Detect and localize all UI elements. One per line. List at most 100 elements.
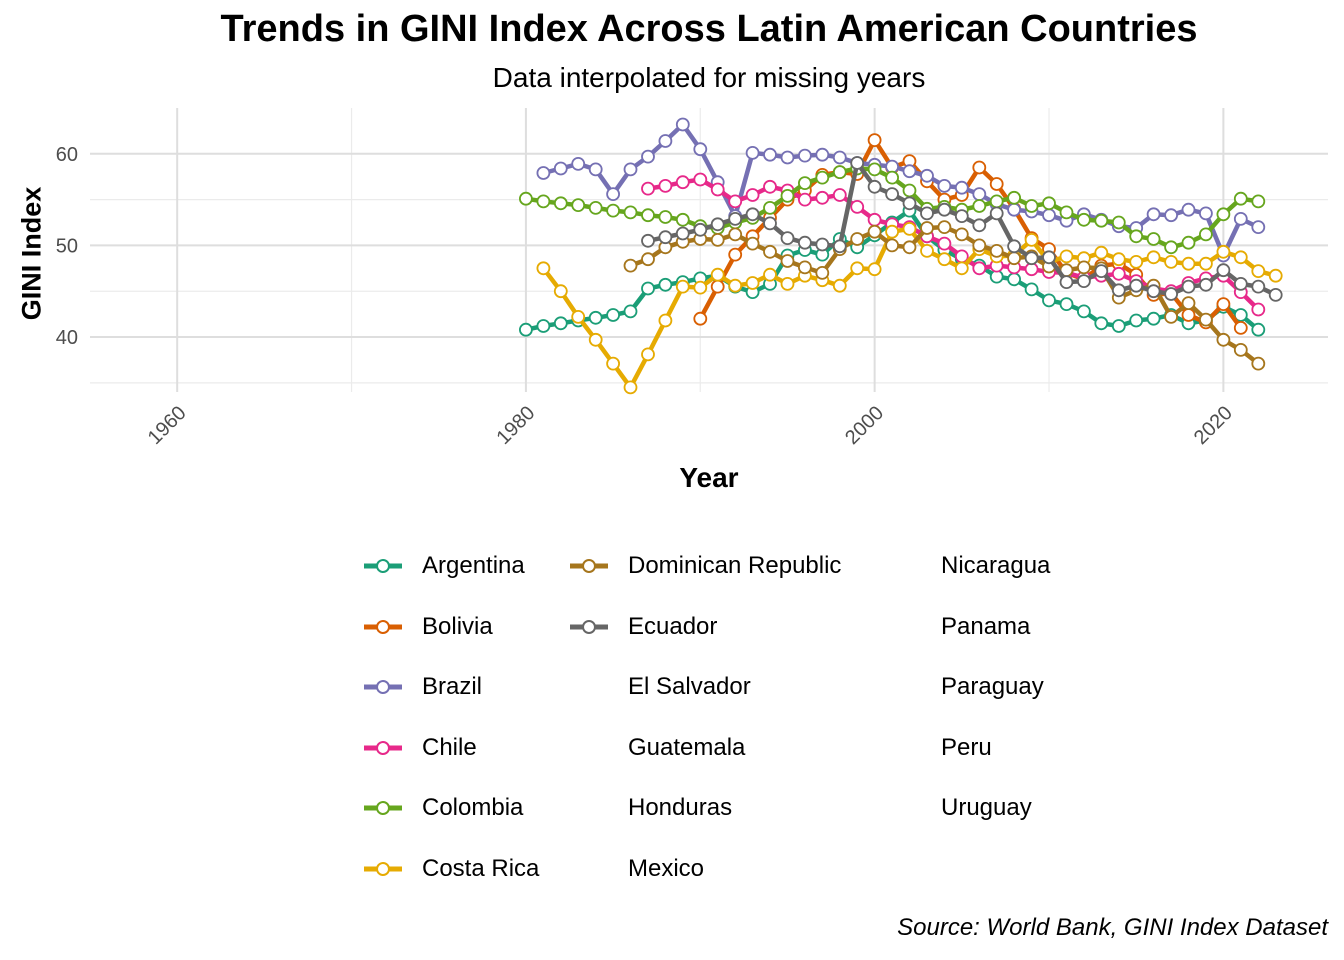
data-point xyxy=(588,332,603,347)
data-point xyxy=(745,188,760,202)
legend-label: Chile xyxy=(422,733,477,761)
data-point xyxy=(675,117,690,132)
x-tick-label: 2020 xyxy=(1190,402,1237,449)
legend-key-icon xyxy=(879,790,925,826)
grid xyxy=(90,108,1328,392)
legend-label: Peru xyxy=(941,733,992,761)
data-point xyxy=(937,202,952,217)
legend-key-icon xyxy=(566,790,612,826)
data-point xyxy=(850,199,865,214)
data-point xyxy=(571,309,586,324)
data-point xyxy=(902,196,917,211)
legend-label: Bolivia xyxy=(422,612,493,640)
legend-item: Mexico xyxy=(566,851,704,887)
legend-item: El Salvador xyxy=(566,669,751,705)
data-point xyxy=(902,183,917,198)
data-point xyxy=(623,258,638,273)
data-point xyxy=(937,252,952,267)
data-point xyxy=(1164,208,1178,223)
data-point xyxy=(606,356,620,371)
data-point xyxy=(989,194,1004,209)
legend-label: Dominican Republic xyxy=(628,552,842,579)
data-point xyxy=(571,156,586,171)
data-point xyxy=(902,240,917,255)
data-point xyxy=(1199,256,1213,271)
legend-key-icon xyxy=(566,669,612,705)
data-point xyxy=(867,212,882,227)
data-point xyxy=(1111,283,1126,298)
data-point xyxy=(850,261,865,276)
legend-label: Paraguay xyxy=(941,673,1044,700)
data-point xyxy=(954,261,969,276)
legend-item: Chile xyxy=(360,730,477,766)
legend-item: Costa Rica xyxy=(360,851,539,887)
data-point xyxy=(728,227,743,242)
data-point xyxy=(1111,252,1126,267)
legend-label: Argentina xyxy=(422,552,525,579)
data-point xyxy=(815,170,830,185)
legend: Argentina Bolivia Brazil Chile Colombia Costa… xyxy=(360,548,1120,898)
data-point xyxy=(1129,229,1144,244)
data-point xyxy=(885,238,899,253)
data-point xyxy=(798,176,812,191)
data-point xyxy=(1233,276,1248,291)
y-tick-label: 50 xyxy=(56,235,78,257)
data-point xyxy=(571,198,586,213)
legend-label: Costa Rica xyxy=(422,854,540,882)
legend-key-icon xyxy=(566,851,612,887)
data-point xyxy=(1146,250,1161,265)
data-point xyxy=(1216,207,1231,222)
data-point xyxy=(832,239,847,254)
data-point xyxy=(1146,207,1161,222)
data-point xyxy=(1164,287,1178,301)
data-point xyxy=(885,187,899,202)
data-point xyxy=(1233,191,1248,206)
data-point xyxy=(623,380,638,395)
data-point xyxy=(606,203,620,218)
data-point xyxy=(1024,282,1039,297)
x-tick-label: 1960 xyxy=(144,402,191,449)
data-point xyxy=(972,238,987,253)
y-tick-label: 40 xyxy=(56,327,78,349)
data-point xyxy=(728,211,743,226)
data-point xyxy=(763,200,777,215)
data-point xyxy=(1181,202,1196,217)
data-point xyxy=(1024,251,1039,266)
data-point xyxy=(1059,275,1074,290)
data-point xyxy=(832,188,847,202)
data-point xyxy=(780,254,795,268)
data-point xyxy=(989,243,1004,258)
data-point xyxy=(693,280,708,295)
data-point xyxy=(989,206,1004,221)
data-point xyxy=(1181,296,1196,311)
data-point xyxy=(641,347,655,362)
data-point xyxy=(763,267,777,282)
legend-item: Argentina xyxy=(360,548,525,584)
data-point xyxy=(798,192,812,207)
data-point xyxy=(832,150,847,165)
data-point xyxy=(1094,213,1109,228)
data-point xyxy=(1111,266,1126,281)
data-point xyxy=(1007,202,1021,217)
data-point xyxy=(832,278,847,293)
data-point xyxy=(588,310,603,325)
data-point xyxy=(850,156,865,170)
data-point xyxy=(1042,208,1056,223)
data-point xyxy=(606,187,620,202)
data-point xyxy=(710,182,725,197)
data-point xyxy=(606,308,620,322)
data-point xyxy=(850,232,865,246)
data-point xyxy=(1164,254,1178,269)
data-point xyxy=(1181,256,1196,271)
legend-key-icon xyxy=(364,680,402,694)
data-point xyxy=(675,175,690,190)
data-point xyxy=(675,212,690,227)
data-point xyxy=(780,231,795,246)
data-point xyxy=(1007,272,1021,287)
legend-item: Guatemala xyxy=(566,730,745,766)
data-point xyxy=(1146,284,1161,299)
data-point xyxy=(1233,211,1248,226)
data-point xyxy=(937,236,952,251)
chart-caption: Source: World Bank, GINI Index Dataset xyxy=(897,914,1328,941)
data-point xyxy=(658,134,673,148)
